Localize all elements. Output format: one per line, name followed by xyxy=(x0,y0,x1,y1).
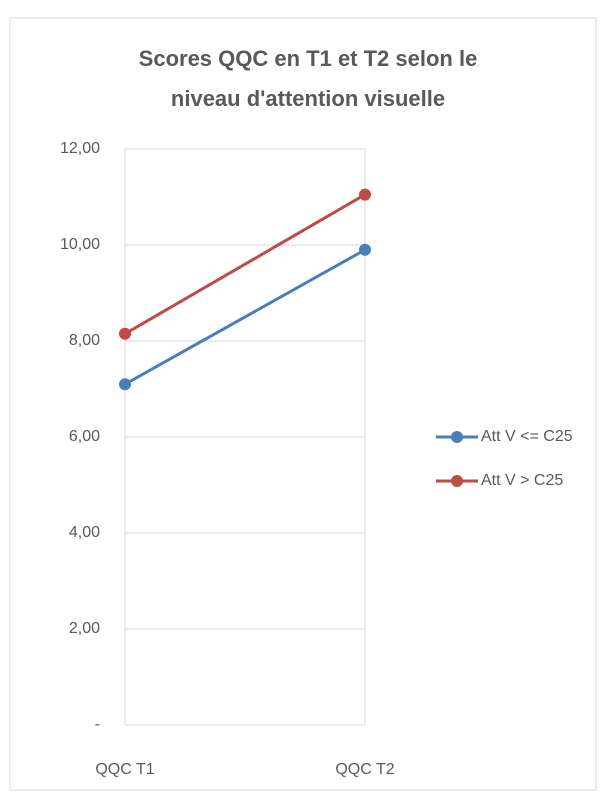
y-tick-label: 8,00 xyxy=(69,332,100,349)
data-point xyxy=(119,327,131,340)
chart-border xyxy=(9,17,597,791)
series-line xyxy=(124,193,366,336)
legend-marker xyxy=(451,431,463,443)
y-tick-label: 4,00 xyxy=(69,524,100,541)
y-tick-label: 6,00 xyxy=(69,428,100,445)
chart-title: niveau d'attention visuelle xyxy=(171,86,445,111)
series-line xyxy=(124,248,366,386)
legend-label: Att V <= C25 xyxy=(481,428,573,445)
y-tick-label: 10,00 xyxy=(60,236,100,253)
data-point xyxy=(359,243,371,256)
y-tick-label: 2,00 xyxy=(69,620,100,637)
legend-label: Att V > C25 xyxy=(481,472,563,489)
chart-title: Scores QQC en T1 et T2 selon le xyxy=(139,46,478,71)
data-point xyxy=(119,378,131,391)
data-point xyxy=(359,188,371,201)
y-tick-label: 12,00 xyxy=(60,140,100,157)
x-tick-label: QQC T2 xyxy=(335,761,394,778)
legend-marker xyxy=(451,475,463,487)
x-tick-label: QQC T1 xyxy=(95,761,154,778)
y-tick-label: - xyxy=(95,716,100,733)
